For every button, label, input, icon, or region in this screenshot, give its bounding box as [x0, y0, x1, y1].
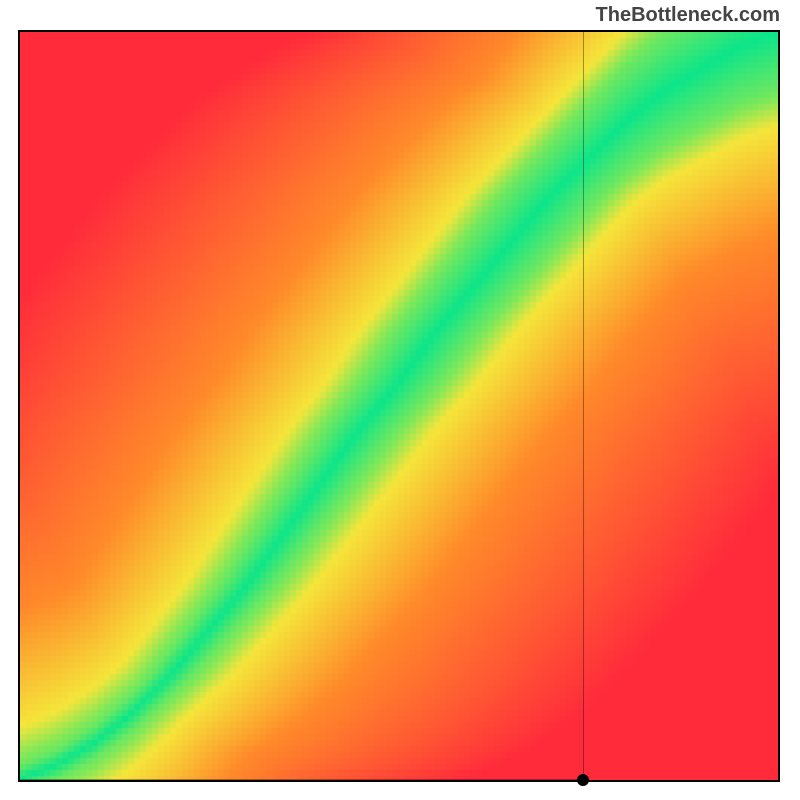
marker-vertical-line: [583, 32, 584, 780]
chart-container: TheBottleneck.com: [0, 0, 800, 800]
marker-horizontal-line: [20, 779, 583, 780]
marker-dot: [577, 774, 589, 786]
attribution-text: TheBottleneck.com: [596, 4, 780, 27]
heatmap-canvas: [20, 32, 778, 780]
plot-area: [18, 30, 780, 782]
